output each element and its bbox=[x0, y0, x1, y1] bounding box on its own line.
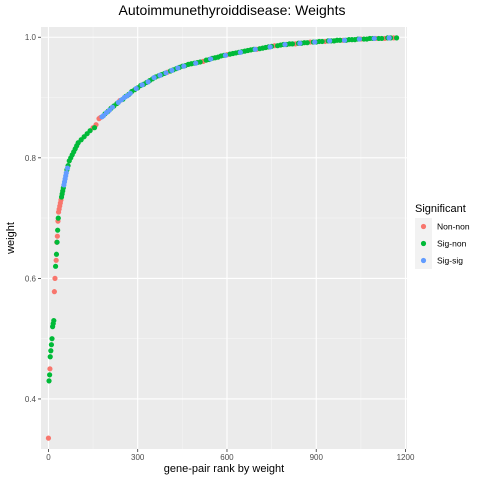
data-point-sig-sig bbox=[151, 75, 157, 81]
legend-label: Non-non bbox=[437, 222, 470, 232]
x-tick-label: 1200 bbox=[397, 453, 415, 462]
legend-keys: Non-non Sig-non Sig-sig bbox=[415, 218, 470, 269]
data-point-sig-non bbox=[54, 239, 60, 245]
data-point-sig-non bbox=[379, 35, 385, 42]
data-point-sig-non bbox=[393, 35, 400, 41]
y-tick-label: 1.0 bbox=[25, 33, 37, 42]
data-point-sig-sig bbox=[133, 85, 139, 92]
legend-key-dot bbox=[420, 223, 427, 230]
data-point-sig-non bbox=[47, 372, 53, 378]
data-point-sig-sig bbox=[297, 40, 303, 46]
data-point-sig-sig bbox=[386, 35, 392, 41]
data-point-sig-sig bbox=[64, 165, 71, 171]
data-point-sig-sig bbox=[252, 46, 258, 52]
data-point-sig-non bbox=[91, 125, 98, 131]
y-axis-ticks: 0.4 0.6 0.8 1.0 bbox=[25, 33, 41, 404]
legend-title: Significant bbox=[415, 203, 466, 215]
data-point-sig-sig bbox=[356, 36, 362, 42]
data-point-non-non bbox=[53, 257, 59, 263]
data-point-sig-non bbox=[47, 354, 53, 360]
data-point-sig-sig bbox=[312, 39, 318, 45]
legend-label: Sig-non bbox=[437, 239, 467, 249]
data-points bbox=[45, 35, 400, 441]
data-point-sig-non bbox=[337, 37, 343, 43]
data-point-sig-non bbox=[53, 251, 60, 257]
legend-key-dot bbox=[420, 240, 427, 247]
legend-key-dot bbox=[420, 257, 427, 264]
grid-major bbox=[41, 27, 407, 449]
data-point-sig-non bbox=[52, 263, 59, 269]
data-point-sig-sig bbox=[163, 70, 169, 76]
data-point-sig-sig bbox=[157, 72, 163, 78]
y-axis-title: weight bbox=[5, 222, 17, 255]
x-axis-title: gene-pair rank by weight bbox=[164, 463, 284, 475]
data-point-sig-non bbox=[48, 348, 54, 354]
data-point-non-non bbox=[54, 233, 60, 239]
x-tick-label: 0 bbox=[46, 453, 51, 462]
legend-label: Sig-sig bbox=[437, 256, 463, 266]
data-point-sig-non bbox=[48, 342, 55, 348]
data-point-sig-sig bbox=[371, 35, 377, 42]
data-point-sig-sig bbox=[145, 79, 151, 85]
data-point-sig-non bbox=[55, 215, 61, 221]
data-point-sig-sig bbox=[282, 41, 288, 48]
data-point-non-non bbox=[52, 275, 58, 281]
data-point-sig-non bbox=[87, 128, 93, 134]
data-point-non-non bbox=[47, 366, 53, 372]
data-point-sig-non bbox=[51, 317, 57, 324]
data-point-sig-non bbox=[289, 41, 296, 47]
data-point-sig-sig bbox=[222, 52, 229, 58]
legend: Significant Non-non Sig-non Sig-sig bbox=[415, 203, 470, 269]
data-point-sig-sig bbox=[193, 60, 199, 66]
data-point-sig-sig bbox=[208, 56, 214, 62]
data-point-non-non bbox=[45, 435, 52, 441]
data-point-sig-sig bbox=[169, 67, 175, 74]
data-point-sig-sig bbox=[327, 38, 333, 44]
data-point-sig-non bbox=[46, 378, 52, 384]
y-tick-label: 0.4 bbox=[25, 395, 37, 404]
data-point-sig-sig bbox=[267, 44, 273, 50]
data-point-sig-sig bbox=[181, 63, 187, 69]
data-point-sig-sig bbox=[237, 49, 243, 55]
data-point-non-non bbox=[51, 289, 57, 295]
grid-minor bbox=[41, 27, 407, 449]
data-point-sig-non bbox=[304, 40, 310, 46]
data-point-sig-sig bbox=[175, 65, 181, 71]
data-point-sig-sig bbox=[139, 82, 145, 88]
y-tick-label: 0.8 bbox=[25, 154, 37, 163]
plot-panel bbox=[41, 27, 407, 449]
data-point-sig-non bbox=[197, 59, 203, 65]
x-tick-label: 600 bbox=[220, 453, 234, 462]
data-point-sig-sig bbox=[109, 104, 116, 110]
data-point-sig-sig bbox=[341, 37, 348, 43]
x-axis-ticks: 0 300 600 900 1200 bbox=[46, 449, 415, 462]
x-tick-label: 300 bbox=[131, 453, 145, 462]
x-tick-label: 900 bbox=[310, 453, 324, 462]
chart-title: Autoimmunethyroiddisease: Weights bbox=[119, 2, 346, 18]
y-tick-label: 0.6 bbox=[25, 274, 37, 283]
data-point-sig-sig bbox=[127, 90, 133, 96]
data-point-sig-non bbox=[49, 336, 55, 342]
data-point-sig-non bbox=[55, 227, 61, 233]
data-point-sig-sig bbox=[63, 170, 69, 176]
data-point-sig-non bbox=[319, 38, 325, 45]
